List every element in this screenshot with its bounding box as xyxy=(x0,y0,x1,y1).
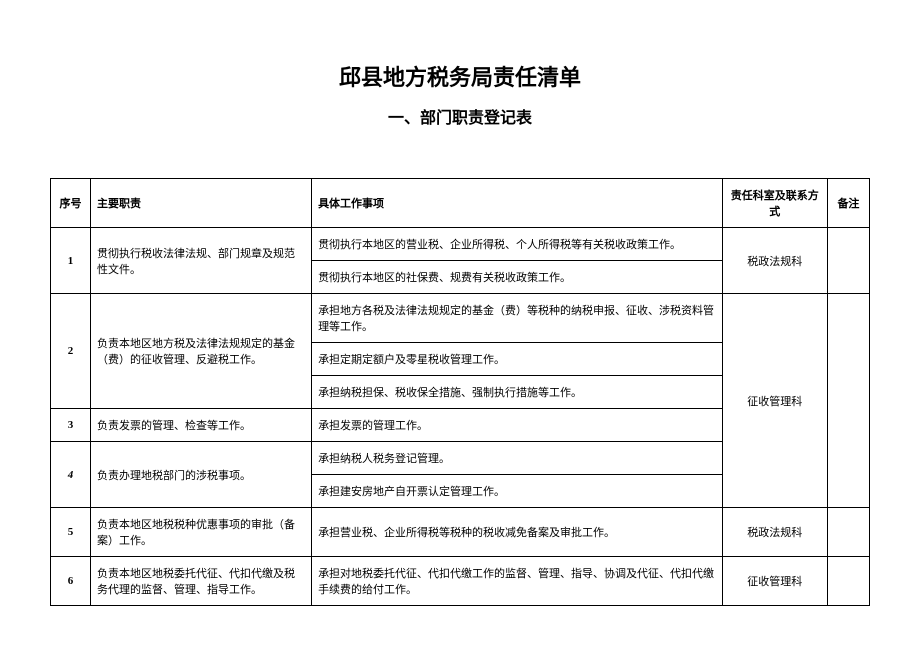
cell-dept: 税政法规科 xyxy=(722,508,827,557)
cell-task: 贯彻执行本地区的营业税、企业所得税、个人所得税等有关税收政策工作。 xyxy=(312,228,723,261)
cell-note xyxy=(827,557,869,606)
cell-index: 3 xyxy=(51,409,91,442)
cell-index: 1 xyxy=(51,228,91,294)
cell-note xyxy=(827,508,869,557)
table-row: 1 贯彻执行税收法律法规、部门规章及规范性文件。 贯彻执行本地区的营业税、企业所… xyxy=(51,228,870,261)
header-task: 具体工作事项 xyxy=(312,179,723,228)
cell-index: 4 xyxy=(51,442,91,508)
cell-task: 承担纳税担保、税收保全措施、强制执行措施等工作。 xyxy=(312,376,723,409)
header-dept: 责任科室及联系方式 xyxy=(722,179,827,228)
cell-dept: 征收管理科 xyxy=(722,557,827,606)
cell-task: 承担发票的管理工作。 xyxy=(312,409,723,442)
cell-task: 承担建安房地产自开票认定管理工作。 xyxy=(312,475,723,508)
table-row: 5 负责本地区地税税种优惠事项的审批（备案）工作。 承担营业税、企业所得税等税种… xyxy=(51,508,870,557)
cell-duty: 负责发票的管理、检查等工作。 xyxy=(91,409,312,442)
table-header-row: 序号 主要职责 具体工作事项 责任科室及联系方式 备注 xyxy=(51,179,870,228)
responsibility-table: 序号 主要职责 具体工作事项 责任科室及联系方式 备注 1 贯彻执行税收法律法规… xyxy=(50,178,870,606)
cell-task: 承担地方各税及法律法规规定的基金（费）等税种的纳税申报、征收、涉税资料管理等工作… xyxy=(312,294,723,343)
header-duty: 主要职责 xyxy=(91,179,312,228)
cell-index: 5 xyxy=(51,508,91,557)
table-row: 6 负责本地区地税委托代征、代扣代缴及税务代理的监督、管理、指导工作。 承担对地… xyxy=(51,557,870,606)
cell-duty: 负责本地区地税税种优惠事项的审批（备案）工作。 xyxy=(91,508,312,557)
cell-duty: 负责本地区地方税及法律法规规定的基金（费）的征收管理、反避税工作。 xyxy=(91,294,312,409)
cell-note xyxy=(827,228,869,294)
cell-dept: 税政法规科 xyxy=(722,228,827,294)
header-note: 备注 xyxy=(827,179,869,228)
document-subtitle: 一、部门职责登记表 xyxy=(50,104,870,128)
cell-task: 贯彻执行本地区的社保费、规费有关税收政策工作。 xyxy=(312,261,723,294)
table-row: 2 负责本地区地方税及法律法规规定的基金（费）的征收管理、反避税工作。 承担地方… xyxy=(51,294,870,343)
cell-dept: 征收管理科 xyxy=(722,294,827,508)
cell-task: 承担对地税委托代征、代扣代缴工作的监督、管理、指导、协调及代征、代扣代缴手续费的… xyxy=(312,557,723,606)
header-index: 序号 xyxy=(51,179,91,228)
document-title: 邱县地方税务局责任清单 xyxy=(50,60,870,92)
cell-index: 2 xyxy=(51,294,91,409)
cell-task: 承担纳税人税务登记管理。 xyxy=(312,442,723,475)
cell-index: 6 xyxy=(51,557,91,606)
cell-note xyxy=(827,294,869,508)
cell-duty: 负责本地区地税委托代征、代扣代缴及税务代理的监督、管理、指导工作。 xyxy=(91,557,312,606)
cell-task: 承担定期定额户及零星税收管理工作。 xyxy=(312,343,723,376)
cell-task: 承担营业税、企业所得税等税种的税收减免备案及审批工作。 xyxy=(312,508,723,557)
cell-duty: 贯彻执行税收法律法规、部门规章及规范性文件。 xyxy=(91,228,312,294)
cell-duty: 负责办理地税部门的涉税事项。 xyxy=(91,442,312,508)
